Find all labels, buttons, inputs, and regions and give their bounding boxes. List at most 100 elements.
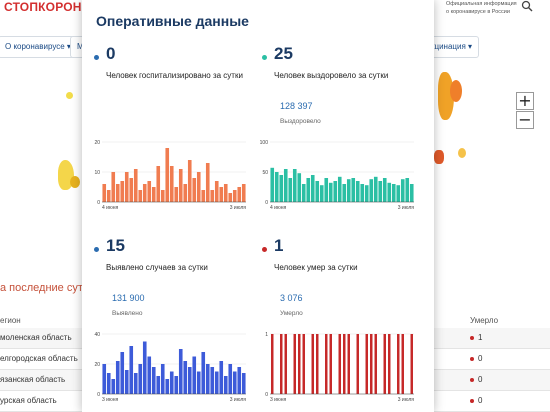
chart-bar[interactable] [232, 371, 237, 395]
chart-bar[interactable] [315, 181, 320, 202]
chart-bar[interactable] [373, 176, 378, 202]
chart-bar[interactable] [302, 334, 305, 394]
chart-bar[interactable] [201, 352, 206, 394]
chart-bar[interactable] [365, 334, 368, 394]
chart-bar[interactable] [178, 349, 183, 394]
chart-bar[interactable] [370, 334, 373, 394]
chart-bar[interactable] [178, 169, 183, 202]
chart-bar[interactable] [364, 185, 369, 202]
chart-bar[interactable] [284, 334, 287, 394]
chart-bar[interactable] [183, 361, 188, 394]
chart-bar[interactable] [337, 176, 342, 202]
nav-about-coronavirus[interactable]: О коронавирусе ▾ [0, 36, 78, 58]
chart-bar[interactable] [324, 178, 329, 202]
chart-bar[interactable] [397, 334, 400, 394]
chart-bar[interactable] [151, 187, 156, 202]
chart-bar[interactable] [102, 364, 107, 394]
chart-bar[interactable] [329, 334, 332, 394]
chart-bar[interactable] [388, 334, 391, 394]
chart-bar[interactable] [241, 184, 246, 202]
chart-bar[interactable] [210, 367, 215, 394]
chart-bar[interactable] [214, 181, 219, 202]
chart-bar[interactable] [196, 172, 201, 202]
chart-bar[interactable] [142, 341, 147, 395]
map-region[interactable] [70, 176, 80, 188]
chart-bar[interactable] [405, 178, 410, 202]
chart-bar[interactable] [387, 182, 392, 202]
chart-bar[interactable] [133, 373, 138, 394]
chart-bar[interactable] [192, 178, 197, 202]
chart-bar[interactable] [219, 361, 224, 394]
chart-bar[interactable] [156, 166, 161, 202]
chart-bar[interactable] [187, 160, 192, 202]
chart-bar[interactable] [174, 187, 179, 202]
chart-bar[interactable] [151, 367, 156, 394]
chart-bar[interactable] [400, 179, 405, 202]
chart-bar[interactable] [129, 178, 134, 202]
chart-bar[interactable] [120, 352, 125, 394]
chart-bar[interactable] [205, 364, 210, 394]
map-region[interactable] [458, 148, 466, 158]
chart-bar[interactable] [165, 379, 170, 394]
chart-bar[interactable] [280, 334, 283, 394]
chart-bar[interactable] [169, 166, 174, 202]
chart-bar[interactable] [111, 172, 116, 202]
chart-bar[interactable] [156, 376, 161, 394]
zoom-in-button[interactable]: + [516, 92, 534, 110]
chart-bar[interactable] [111, 379, 116, 394]
chart-bar[interactable] [160, 364, 165, 394]
chart-bar[interactable] [301, 184, 306, 202]
chart-bar[interactable] [297, 173, 302, 202]
chart-bar[interactable] [214, 371, 219, 395]
chart-bar[interactable] [306, 178, 311, 202]
chart-bar[interactable] [147, 181, 152, 202]
chart-bar[interactable] [288, 178, 293, 202]
chart-bar[interactable] [174, 376, 179, 394]
chart-bar[interactable] [271, 334, 274, 394]
chart-bar[interactable] [346, 179, 351, 202]
chart-bar[interactable] [187, 367, 192, 394]
chart-bar[interactable] [369, 179, 374, 202]
chart-bar[interactable] [124, 370, 129, 394]
chart-bar[interactable] [355, 181, 360, 202]
chart-bar[interactable] [360, 184, 365, 202]
chart-bar[interactable] [396, 185, 401, 202]
chart-bar[interactable] [383, 334, 386, 394]
chart-bar[interactable] [382, 178, 387, 202]
chart-bar[interactable] [237, 367, 242, 394]
chart-bar[interactable] [219, 187, 224, 202]
chart-bar[interactable] [201, 190, 206, 202]
chart-bar[interactable] [205, 163, 210, 202]
chart-bar[interactable] [319, 185, 324, 202]
chart-bar[interactable] [138, 364, 143, 394]
chart-bar[interactable] [374, 334, 377, 394]
chart-bar[interactable] [120, 181, 125, 202]
chart-bar[interactable] [102, 184, 107, 202]
chart-bar[interactable] [160, 190, 165, 202]
map-region[interactable] [434, 150, 444, 164]
chart-bar[interactable] [274, 172, 279, 202]
chart-bar[interactable] [147, 356, 152, 395]
chart-bar[interactable] [343, 334, 346, 394]
map-region[interactable] [66, 92, 73, 99]
chart-bar[interactable] [115, 361, 120, 394]
chart-bar[interactable] [228, 193, 233, 202]
chart-bar[interactable] [328, 182, 333, 202]
chart-bar[interactable] [237, 187, 242, 202]
chart-bar[interactable] [232, 190, 237, 202]
chart-bar[interactable] [298, 334, 301, 394]
chart-bar[interactable] [106, 190, 111, 202]
chart-bar[interactable] [124, 172, 129, 202]
chart-bar[interactable] [347, 334, 350, 394]
chart-bar[interactable] [169, 371, 174, 395]
chart-bar[interactable] [241, 373, 246, 394]
chart-bar[interactable] [138, 190, 143, 202]
chart-bar[interactable] [228, 364, 233, 394]
chart-bar[interactable] [310, 175, 315, 202]
chart-bar[interactable] [183, 184, 188, 202]
chart-bar[interactable] [142, 184, 147, 202]
chart-bar[interactable] [165, 148, 170, 202]
chart-bar[interactable] [356, 334, 359, 394]
zoom-out-button[interactable]: − [516, 111, 534, 129]
chart-bar[interactable] [133, 169, 138, 202]
